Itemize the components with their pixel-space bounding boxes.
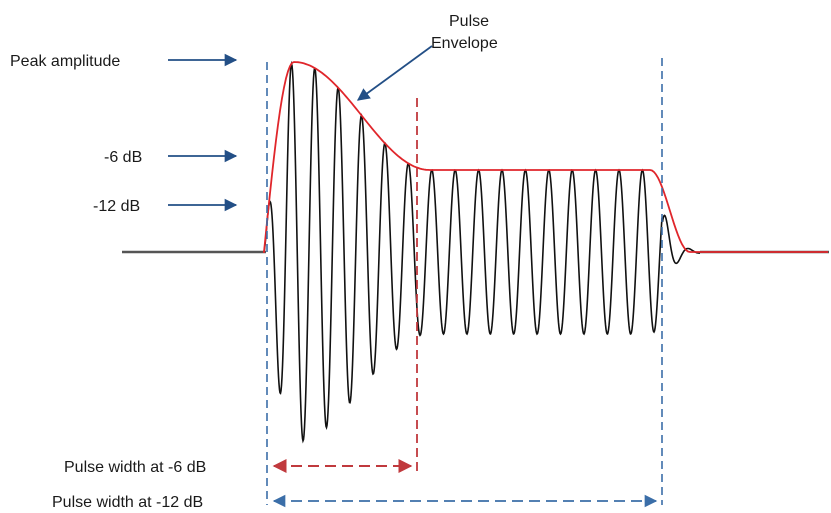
pulse-width-6db-label: Pulse width at -6 dB xyxy=(64,459,206,476)
pulse-signal xyxy=(263,60,700,444)
pulse-width-12db-label: Pulse width at -12 dB xyxy=(52,494,203,511)
pulse-envelope-label-line2: Envelope xyxy=(431,35,498,52)
pulse-envelope-label-line1: Pulse xyxy=(449,13,489,30)
minus6db-label: -6 dB xyxy=(104,149,142,166)
peak-amplitude-label: Peak amplitude xyxy=(10,53,120,70)
minus12db-label: -12 dB xyxy=(93,198,140,215)
pulse-envelope-curve xyxy=(263,61,828,253)
envelope-pointer-arrow xyxy=(356,45,433,101)
